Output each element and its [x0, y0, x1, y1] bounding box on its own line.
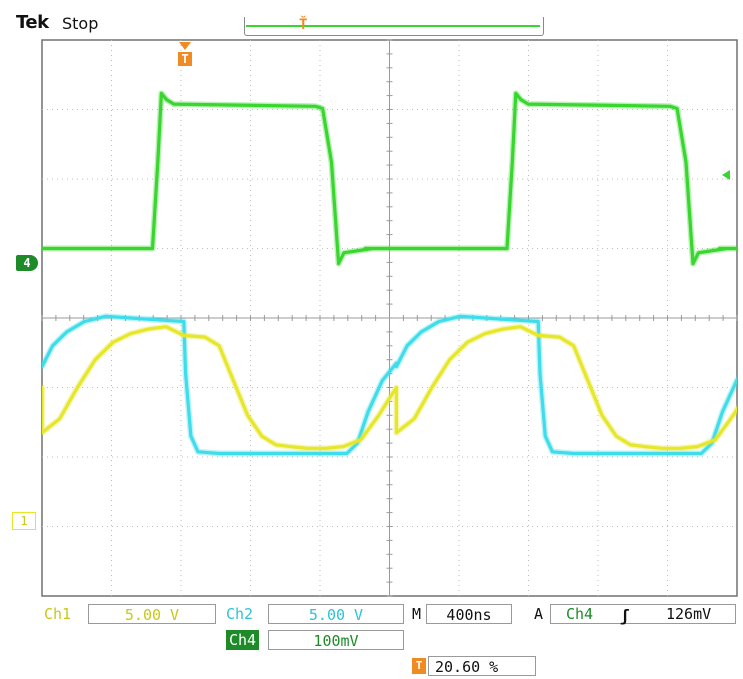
trigger-position-bracket — [244, 17, 544, 36]
cursor-t-icon: T — [412, 658, 426, 674]
trace-ch1 — [42, 325, 737, 450]
timebase-prefix: M — [412, 605, 422, 623]
series-ch2 — [42, 313, 737, 457]
acquisition-state: Stop — [62, 14, 99, 33]
rising-edge-icon: ʃ — [620, 606, 630, 625]
brand-label: Tek — [16, 12, 49, 33]
ch1-ground-marker[interactable]: 1 — [12, 512, 36, 530]
series-ch4 — [42, 90, 737, 267]
trigger-level-readout: 126mV — [666, 605, 712, 623]
trigger-position-line — [246, 25, 540, 27]
ch2-scale-readout: 5.00 V — [268, 604, 404, 624]
series-ch1 — [42, 323, 737, 452]
trigger-time-icon[interactable]: T — [178, 42, 192, 70]
trigger-mode: A — [534, 605, 544, 623]
ch1-scale-readout: 5.00 V — [88, 604, 216, 624]
timebase-readout: 400ns — [426, 604, 512, 624]
ch4-ground-marker[interactable]: 4 — [16, 255, 38, 271]
ch1-label: Ch1 — [44, 605, 72, 623]
ch2-label: Ch2 — [226, 605, 254, 623]
trigger-position-icon[interactable]: Ť — [299, 17, 308, 33]
trigger-source: Ch4 — [566, 605, 594, 623]
trace-ch4 — [42, 91, 737, 266]
ch4-label: Ch4 — [226, 630, 260, 650]
trace-ch2 — [42, 314, 737, 456]
trigger-readout-box — [550, 604, 736, 624]
ch4-scale-readout: 100mV — [268, 630, 404, 650]
trace-layer — [42, 90, 737, 457]
cursor-value-readout: 20.60 % — [428, 656, 536, 676]
trigger-level-arrow[interactable] — [722, 170, 730, 180]
